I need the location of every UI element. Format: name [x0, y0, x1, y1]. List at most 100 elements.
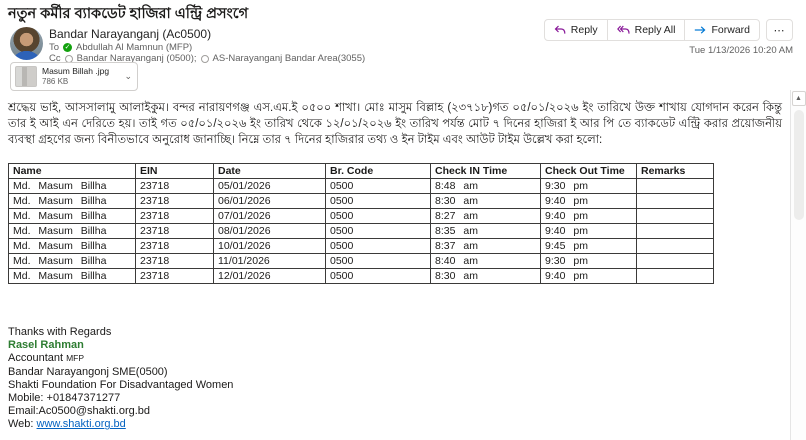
column-header: Check IN Time: [430, 163, 541, 179]
more-actions-button[interactable]: ⋯: [766, 19, 793, 41]
table-header-row: Name EIN Date Br. Code Check IN Time Che…: [8, 163, 714, 179]
presence-circle-icon: [200, 54, 209, 63]
cell-brcode: 0500: [325, 223, 431, 239]
cell-date: 07/01/2026: [213, 208, 326, 224]
table-row: Md. Masum Billha 23718 11/01/2026 0500 8…: [8, 253, 714, 269]
signature-branch: Bandar Narayangonj SME(0500): [8, 365, 168, 378]
cell-ein: 23718: [135, 268, 214, 284]
cell-checkout: 9:40 pm: [540, 193, 637, 209]
cell-remarks: [636, 268, 714, 284]
cell-date: 05/01/2026: [213, 178, 326, 194]
cell-remarks: [636, 193, 714, 209]
signature-org: Shakti Foundation For Disadvantaged Wome…: [8, 378, 234, 391]
forward-button[interactable]: Forward: [684, 19, 760, 41]
cell-ein: 23718: [135, 223, 214, 239]
cell-date: 12/01/2026: [213, 268, 326, 284]
signature-role-text: Accountant: [8, 352, 67, 365]
signature-role: Accountant MFP: [8, 352, 233, 365]
attachment-meta: Masum Billah .jpg 786 KB: [42, 66, 119, 86]
cc-label: Cc: [49, 53, 61, 64]
cell-name: Md. Masum Billha: [8, 238, 136, 254]
forward-label: Forward: [711, 24, 750, 36]
to-line: To ✓ Abdullah Al Mamnun (MFP): [49, 42, 192, 53]
cell-checkout: 9:30 pm: [540, 253, 637, 269]
email-signature: Thanks with Regards Rasel Rahman Account…: [8, 326, 233, 432]
to-label: To: [49, 42, 60, 53]
reply-arrow-icon: [554, 25, 566, 35]
signature-email: Email:Ac0500@shakti.org.bd: [8, 405, 151, 418]
table-row: Md. Masum Billha 23718 08/01/2026 0500 8…: [8, 223, 714, 239]
attendance-table: Name EIN Date Br. Code Check IN Time Che…: [8, 163, 714, 284]
cell-ein: 23718: [135, 253, 214, 269]
cell-date: 10/01/2026: [213, 238, 326, 254]
cell-name: Md. Masum Billha: [8, 193, 136, 209]
reply-all-arrow-icon: [616, 25, 630, 35]
signature-mobile: Mobile: +01847371277: [8, 392, 121, 405]
cell-date: 11/01/2026: [213, 253, 326, 269]
attachment-filename: Masum Billah .jpg: [42, 66, 110, 77]
cell-checkout: 9:30 pm: [540, 178, 637, 194]
signature-name: Rasel Rahman: [8, 339, 84, 352]
vertical-scrollbar[interactable]: ▲: [790, 90, 806, 440]
cell-brcode: 0500: [325, 193, 431, 209]
cell-ein: 23718: [135, 178, 214, 194]
scrollbar-thumb[interactable]: [793, 110, 804, 220]
table-row: Md. Masum Billha 23718 10/01/2026 0500 8…: [8, 238, 714, 254]
chevron-down-icon[interactable]: ⌄: [124, 71, 132, 81]
reply-all-button[interactable]: Reply All: [606, 19, 686, 41]
cell-name: Md. Masum Billha: [8, 208, 136, 224]
column-header: Remarks: [636, 163, 714, 179]
scroll-up-icon: ▲: [795, 95, 802, 102]
signature-thanks: Thanks with Regards: [8, 326, 112, 338]
attachment-filesize: 786 KB: [42, 76, 69, 86]
cell-name: Md. Masum Billha: [8, 223, 136, 239]
web-label: Web:: [8, 418, 37, 431]
cell-brcode: 0500: [325, 178, 431, 194]
cell-remarks: [636, 253, 714, 269]
cell-brcode: 0500: [325, 238, 431, 254]
cell-remarks: [636, 238, 714, 254]
cell-brcode: 0500: [325, 253, 431, 269]
message-timestamp: Tue 1/13/2026 10:20 AM: [689, 45, 793, 56]
cell-checkin: 8:40 am: [430, 253, 541, 269]
reply-label: Reply: [570, 24, 598, 36]
column-header: Check Out Time: [540, 163, 637, 179]
to-recipient[interactable]: Abdullah Al Mamnun (MFP): [76, 42, 193, 53]
signature-web-line: Web: www.shakti.org.bd: [8, 418, 233, 431]
column-header: Name: [8, 163, 136, 179]
cell-brcode: 0500: [325, 268, 431, 284]
sender-name[interactable]: Bandar Narayanganj (Ac0500): [49, 27, 212, 41]
website-link[interactable]: www.shakti.org.bd: [36, 418, 126, 431]
cc-recipient[interactable]: AS-Narayanganj Bandar Area(3055): [212, 53, 366, 64]
cell-checkin: 8:37 am: [430, 238, 541, 254]
table-row: Md. Masum Billha 23718 06/01/2026 0500 8…: [8, 193, 714, 209]
forward-arrow-icon: [694, 25, 706, 35]
column-header: EIN: [135, 163, 214, 179]
table-row: Md. Masum Billha 23718 12/01/2026 0500 8…: [8, 268, 714, 284]
sender-avatar[interactable]: [10, 27, 43, 60]
cell-checkin: 8:27 am: [430, 208, 541, 224]
cell-remarks: [636, 178, 714, 194]
cc-recipient[interactable]: Bandar Narayanganj (0500);: [76, 53, 197, 64]
cell-ein: 23718: [135, 208, 214, 224]
message-actions: Reply Reply All Forward ⋯: [543, 19, 793, 41]
attachment-card[interactable]: Masum Billah .jpg 786 KB ⌄: [10, 62, 138, 91]
table-row: Md. Masum Billha 23718 05/01/2026 0500 8…: [8, 178, 714, 194]
reply-button[interactable]: Reply: [543, 19, 608, 41]
cell-checkout: 9:40 pm: [540, 268, 637, 284]
cell-date: 06/01/2026: [213, 193, 326, 209]
attachment-thumbnail: [15, 66, 37, 87]
cell-checkout: 9:40 pm: [540, 223, 637, 239]
cell-checkin: 8:30 am: [430, 268, 541, 284]
cell-checkout: 9:40 pm: [540, 208, 637, 224]
cell-checkout: 9:45 pm: [540, 238, 637, 254]
cell-checkin: 8:35 am: [430, 223, 541, 239]
cell-ein: 23718: [135, 238, 214, 254]
email-subject: নতুন কর্মীর ব্যাকডেট হাজিরা এন্ট্রি প্রস…: [8, 6, 249, 22]
scroll-up-button[interactable]: ▲: [791, 91, 806, 106]
cell-checkin: 8:30 am: [430, 193, 541, 209]
reply-button-group: Reply Reply All Forward: [543, 19, 760, 41]
cell-ein: 23718: [135, 193, 214, 209]
cell-brcode: 0500: [325, 208, 431, 224]
